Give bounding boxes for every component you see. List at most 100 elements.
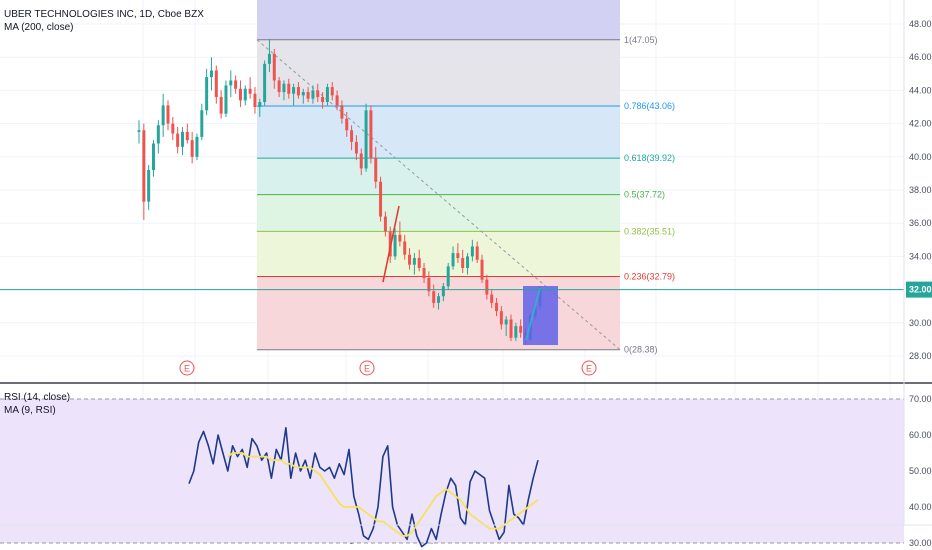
candle-body <box>369 110 373 159</box>
candle-body <box>185 131 189 141</box>
candle-body <box>258 102 262 107</box>
candle-body <box>311 90 315 99</box>
candle-body <box>393 234 397 257</box>
candle-body <box>234 80 238 89</box>
y-tick-label: 46.00 <box>909 52 932 62</box>
y-tick-label: 36.00 <box>909 218 932 228</box>
y-tick-label: 48.00 <box>909 19 932 29</box>
candle-body <box>321 97 325 103</box>
candle-body <box>287 83 291 94</box>
candle-body <box>224 85 228 114</box>
fib-level-label: 1(47.05) <box>624 35 658 45</box>
candle-body <box>509 319 513 338</box>
candle-body <box>456 253 460 259</box>
candle-body <box>461 258 465 269</box>
candle-body <box>176 133 180 147</box>
candle-body <box>161 105 165 126</box>
candle-body <box>495 302 499 312</box>
rsi-title: RSI (14, close) <box>4 392 71 403</box>
candle-body <box>408 254 412 265</box>
fib-level-label: 0.786(43.06) <box>624 101 675 111</box>
candle-body <box>238 88 242 101</box>
candle-body <box>200 110 204 137</box>
candle-body <box>475 246 479 260</box>
fib-level-label: 0(28.38) <box>624 345 658 355</box>
fib-zone <box>257 194 620 232</box>
candle-body <box>340 105 344 119</box>
candle-body <box>171 123 175 134</box>
candle-body <box>147 170 151 202</box>
candle-body <box>219 97 223 114</box>
candle-body <box>480 259 484 280</box>
rsi-line <box>188 427 539 548</box>
y-tick-label: 28.00 <box>909 351 932 361</box>
fib-level-label: 0.618(39.92) <box>624 153 675 163</box>
candle-body <box>335 95 339 106</box>
candle-body <box>359 153 363 169</box>
candle-body <box>137 130 141 132</box>
current-price-badge <box>906 281 932 298</box>
rsi-tick-label: 60.00 <box>909 430 932 440</box>
candle-body <box>364 110 368 169</box>
candle-body <box>325 87 329 103</box>
ma-legend: MA (200, close) <box>4 22 74 33</box>
y-tick-label: 42.00 <box>909 119 932 129</box>
candle-body <box>272 53 276 81</box>
candle-body <box>398 234 402 242</box>
symbol-title: UBER TECHNOLOGIES INC, 1D, Cboe BZX <box>4 9 204 20</box>
candle-body <box>417 258 421 269</box>
y-tick-label: 40.00 <box>909 152 932 162</box>
candle-body <box>142 130 146 202</box>
fib-zone <box>257 231 620 277</box>
candle-body <box>412 258 416 265</box>
candle-body <box>499 311 503 325</box>
rsi-ma-line <box>227 452 539 537</box>
candle-body <box>470 246 474 257</box>
candle-body <box>214 70 218 98</box>
candle-body <box>504 319 508 325</box>
price-legend: UBER TECHNOLOGIES INC, 1D, Cboe BZX MA (… <box>4 9 204 35</box>
candle-body <box>292 87 296 94</box>
rsi-legend: RSI (14, close) MA (9, RSI) <box>4 392 70 418</box>
projection-box <box>523 286 558 345</box>
candle-body <box>441 286 445 297</box>
rsi-tick-label: 50.00 <box>909 466 932 476</box>
candle-body <box>350 130 354 142</box>
candle-body <box>277 80 281 93</box>
candle-body <box>422 268 426 278</box>
candle-body <box>446 266 450 287</box>
earnings-marker-label: E <box>364 364 370 374</box>
y-tick-label: 30.00 <box>909 318 932 328</box>
candle-body <box>432 291 436 303</box>
fib-zone <box>257 158 620 195</box>
earnings-marker <box>359 360 375 376</box>
candle-body <box>316 90 320 98</box>
candle-body <box>490 294 494 303</box>
candle-body <box>195 136 199 157</box>
candle-body <box>354 141 358 154</box>
candle-body <box>306 92 310 99</box>
candle-body <box>151 143 155 171</box>
candle-body <box>301 92 305 96</box>
earnings-marker <box>179 360 195 376</box>
candle-body <box>451 253 455 267</box>
candle-body <box>374 158 378 182</box>
candle-body <box>243 88 247 101</box>
candle-body <box>267 53 271 64</box>
candle-body <box>345 118 349 131</box>
candle-body <box>180 131 184 147</box>
candle-body <box>253 93 257 107</box>
fib-zone-top <box>257 0 620 40</box>
candle-body <box>166 105 170 124</box>
rsi-ma-legend: MA (9, RSI) <box>4 405 56 416</box>
candle-body <box>519 326 523 333</box>
candle-body <box>190 140 194 157</box>
rsi-tick-label: 30.00 <box>909 538 932 548</box>
candle-body <box>330 87 334 96</box>
candle-body <box>437 296 441 303</box>
y-tick-label: 44.00 <box>909 85 932 95</box>
candle-body <box>229 80 233 86</box>
earnings-marker-label: E <box>184 364 190 374</box>
